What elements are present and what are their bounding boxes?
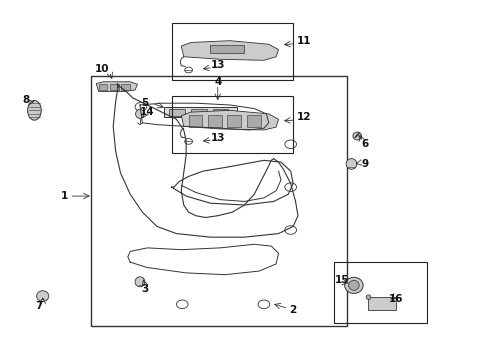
Ellipse shape xyxy=(135,109,144,118)
Bar xyxy=(99,84,107,90)
Text: 10: 10 xyxy=(95,64,109,74)
Text: 12: 12 xyxy=(296,112,310,122)
Text: 5: 5 xyxy=(141,98,148,108)
Bar xyxy=(207,114,221,127)
Text: 9: 9 xyxy=(361,159,368,169)
Text: 7: 7 xyxy=(36,301,43,311)
Text: 8: 8 xyxy=(22,95,29,105)
Bar xyxy=(334,262,426,323)
Bar xyxy=(169,109,184,116)
Ellipse shape xyxy=(366,295,370,300)
Text: 15: 15 xyxy=(334,275,348,285)
Bar xyxy=(212,109,228,116)
Bar xyxy=(164,108,237,117)
Text: 16: 16 xyxy=(388,294,403,303)
Ellipse shape xyxy=(28,100,41,120)
Bar xyxy=(110,84,118,90)
Ellipse shape xyxy=(37,291,49,301)
Text: 6: 6 xyxy=(361,139,368,149)
Polygon shape xyxy=(96,82,137,91)
Bar xyxy=(367,297,395,310)
Ellipse shape xyxy=(135,277,144,287)
Bar xyxy=(191,109,206,116)
Text: 1: 1 xyxy=(61,191,68,201)
Bar xyxy=(246,114,260,127)
Ellipse shape xyxy=(352,132,361,140)
Bar xyxy=(91,76,346,327)
Text: 11: 11 xyxy=(296,36,310,46)
Ellipse shape xyxy=(348,280,359,291)
Bar xyxy=(171,96,292,153)
Text: 4: 4 xyxy=(214,77,221,87)
Text: 3: 3 xyxy=(141,284,148,294)
Text: 14: 14 xyxy=(140,107,154,117)
Text: 13: 13 xyxy=(210,133,224,143)
Bar xyxy=(227,114,241,127)
Polygon shape xyxy=(181,111,278,130)
Bar xyxy=(188,114,202,127)
Text: 2: 2 xyxy=(289,305,296,315)
Bar xyxy=(171,23,292,80)
Text: 13: 13 xyxy=(210,60,224,70)
Polygon shape xyxy=(181,41,278,60)
Bar xyxy=(210,45,244,53)
Ellipse shape xyxy=(344,277,363,293)
Bar xyxy=(121,84,129,90)
Ellipse shape xyxy=(346,158,356,169)
